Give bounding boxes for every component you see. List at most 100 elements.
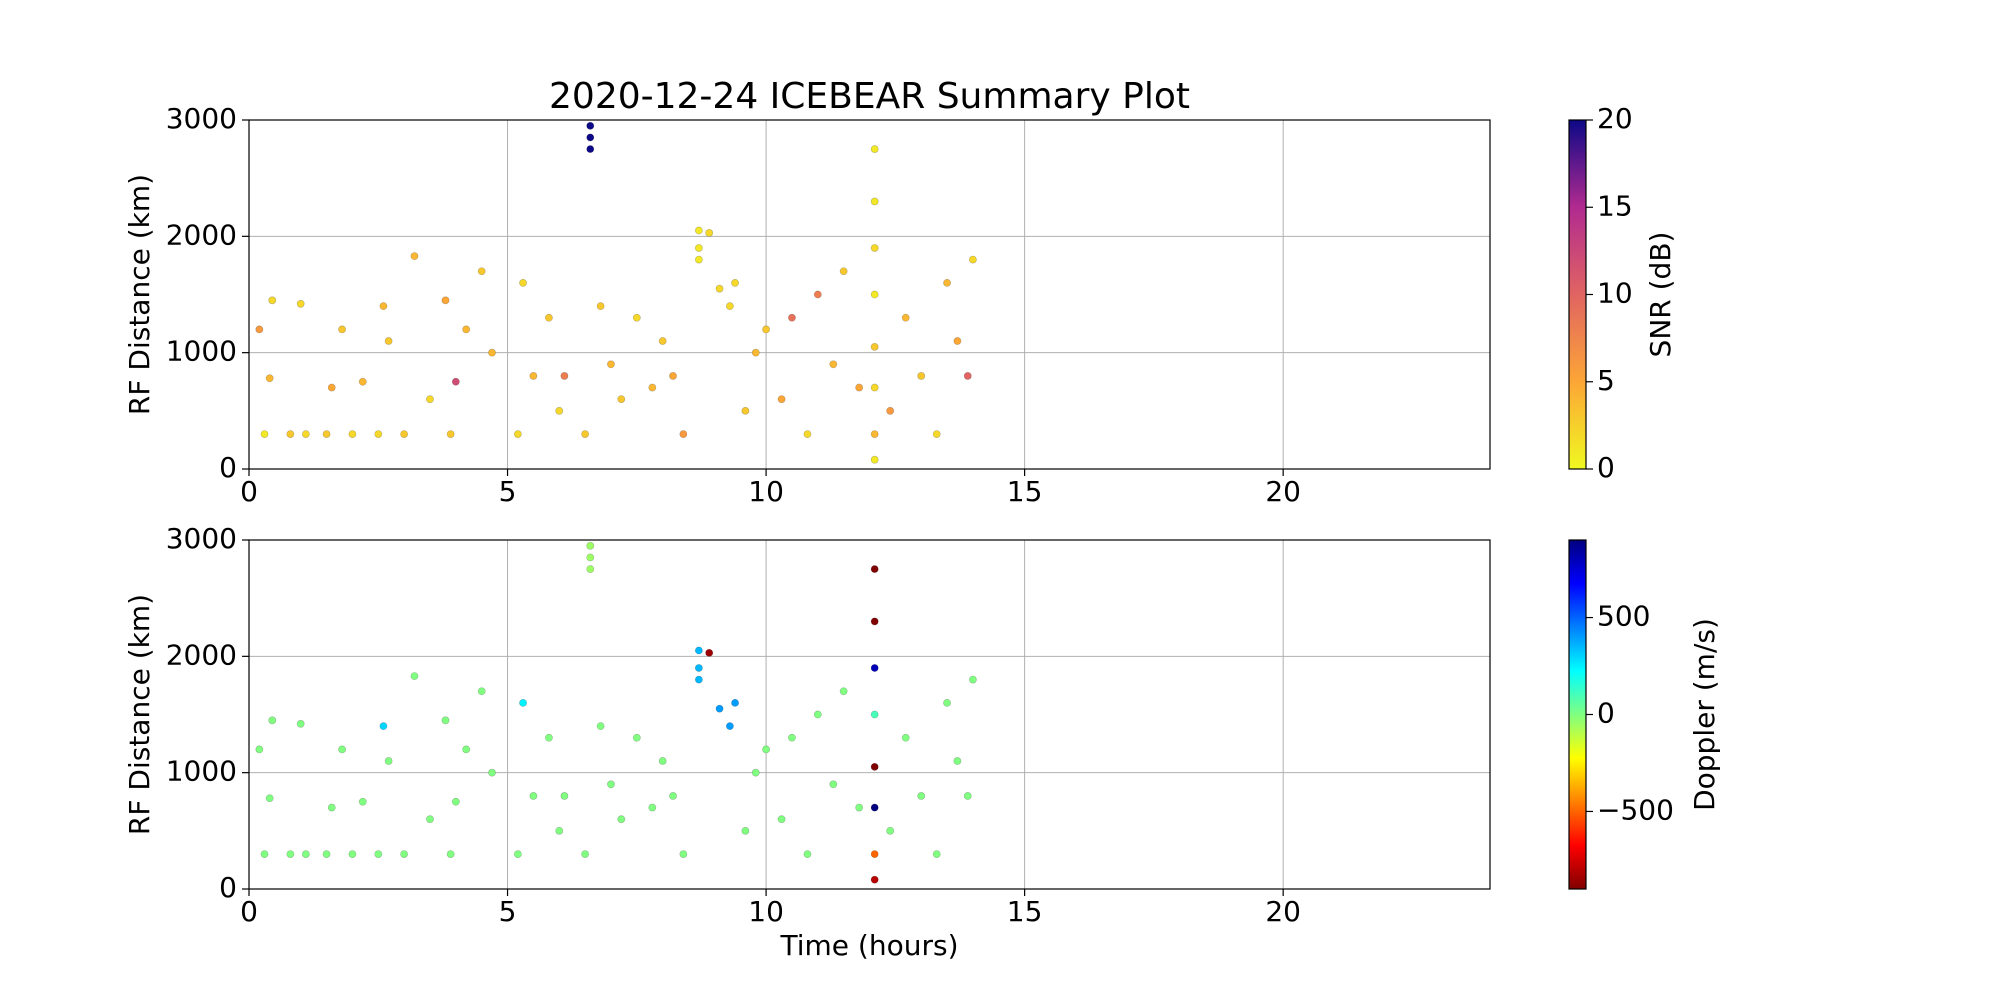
x-tick-label: 5 [499,475,517,508]
point [265,374,274,383]
x-tick-label: 15 [1007,475,1043,508]
point [953,757,962,765]
colorbar-label: SNR (dB) [1644,232,1677,358]
point [586,133,595,142]
colorbar-tick-label: 5 [1597,364,1615,397]
y-tick-label: 3000 [166,102,237,135]
point [694,255,703,264]
point [870,617,879,626]
y-tick-label: 3000 [166,522,237,555]
y-axis-label: RF Distance (km) [123,594,156,835]
point [694,226,703,235]
point [694,664,703,672]
point [813,290,822,299]
y-tick-label: 0 [219,871,237,904]
point [374,430,383,438]
point [379,302,388,311]
point [632,313,641,322]
point [829,780,838,789]
point [462,325,471,334]
point [410,672,419,681]
point [348,430,357,438]
x-tick-label: 0 [240,895,258,928]
point [426,815,434,824]
point [400,850,409,858]
point [617,815,626,824]
y-tick-label: 0 [219,451,237,484]
point [788,313,796,322]
point [813,710,822,719]
point [374,850,383,858]
point [705,648,714,657]
x-tick-label: 20 [1265,895,1301,928]
point [963,792,972,800]
point [441,716,450,725]
point [901,313,910,322]
point [260,850,269,858]
point [286,430,295,438]
point [839,267,848,276]
point [870,762,879,771]
point [586,565,595,573]
point [488,348,496,357]
plot-frame [248,119,1491,470]
point [870,710,879,719]
colorbar-tick-label: 10 [1597,277,1633,310]
point [322,850,331,858]
point [932,430,941,438]
point [607,780,615,789]
point [870,342,879,351]
point [803,430,812,438]
point [327,383,336,392]
x-axis-label: Time (hours) [780,929,959,962]
point [255,745,264,754]
point [762,745,770,754]
point [803,850,812,858]
plot-frame [248,539,1491,890]
point [545,313,553,322]
point [870,875,879,884]
y-tick-label: 2000 [166,638,237,671]
point [870,850,879,858]
colorbar-tick-label: −500 [1597,793,1674,826]
point [963,372,972,380]
point [648,383,657,392]
point [348,850,357,858]
point [870,430,879,438]
point [777,815,786,824]
point [751,348,760,357]
point [586,553,595,562]
point [725,302,734,311]
point [596,722,605,731]
y-axis-label: RF Distance (km) [123,174,156,415]
point [870,803,879,812]
point [268,296,277,305]
point [762,325,770,334]
colorbar-tick-label: 20 [1597,102,1633,135]
point [855,803,864,812]
x-tick-label: 0 [240,475,258,508]
point [441,296,450,305]
point [581,430,590,438]
point [286,850,295,858]
point [669,792,677,800]
point [519,698,527,707]
chart-title: 2020-12-24 ICEBEAR Summary Plot [549,76,1190,117]
point [451,377,460,386]
point [648,803,657,812]
point [462,745,471,754]
point [529,372,538,380]
point [477,267,486,276]
point [953,337,962,345]
point [586,541,595,550]
point [870,664,879,672]
point [513,850,522,858]
point [296,719,305,728]
point [829,360,838,369]
point [870,455,879,464]
point [596,302,605,311]
point [917,372,926,380]
point [943,698,951,707]
point [870,145,879,153]
